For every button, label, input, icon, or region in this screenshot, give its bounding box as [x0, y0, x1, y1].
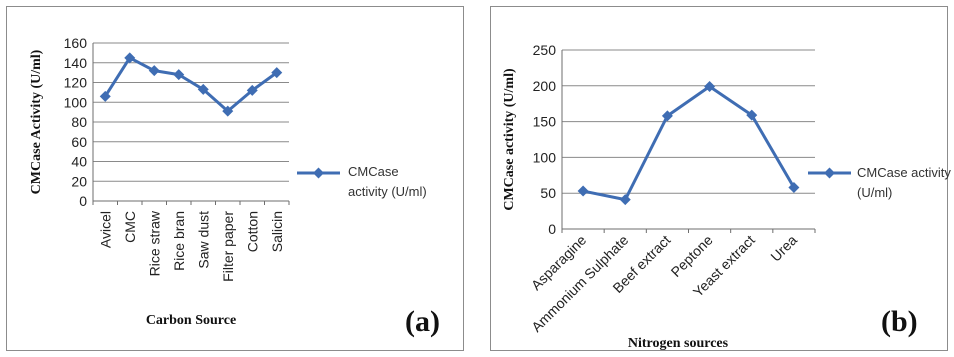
chart-b-y-tick-label: 150	[533, 114, 557, 130]
chart-a-y-tick-label: 0	[79, 193, 87, 209]
chart-a-data-point	[173, 69, 185, 81]
chart-b-data-point	[746, 109, 758, 121]
chart-a-x-tick-label: Rice straw	[146, 210, 162, 276]
chart-a-data-point	[148, 65, 160, 77]
chart-a-y-tick-label: 140	[64, 55, 88, 71]
chart-a-x-ticks: Avicel CMC Rice straw Rice bran Saw dust Filt…	[97, 210, 285, 282]
chart-a-legend-label-line1: CMCase	[348, 164, 399, 179]
chart-a-x-tick-label: Avicel	[97, 211, 113, 248]
chart-a-data-point	[271, 67, 283, 79]
chart-b-gridlines	[562, 49, 815, 194]
chart-b-data-point	[788, 181, 800, 193]
chart-a-y-tick-label: 60	[71, 134, 87, 150]
chart-a-svg: 0 20 40 60 80 100 120 140 160 Avicel CMC Rice stra…	[29, 35, 440, 338]
chart-b-y-tick-label: 200	[533, 78, 557, 94]
chart-panel-a: 0 20 40 60 80 100 120 140 160 Avicel CMC Rice stra…	[6, 6, 464, 351]
chart-b-y-tick-label: 50	[540, 185, 556, 201]
chart-b-y-axis-title: CMCase activity (U/ml)	[502, 68, 517, 211]
chart-a-y-tick-label: 160	[64, 35, 88, 51]
chart-b-legend-label-line1: CMCase activity	[857, 165, 951, 180]
chart-b-y-tick-label: 100	[533, 149, 557, 165]
chart-b-y-tick-label: 0	[548, 221, 556, 237]
chart-b-axes	[561, 50, 816, 233]
chart-a-series-line	[103, 56, 278, 113]
chart-a-y-tick-label: 100	[64, 94, 88, 110]
chart-a-x-tick-label: CMC	[122, 211, 138, 243]
chart-a-y-tick-label: 20	[71, 173, 87, 189]
chart-b-legend-label-line2: (U/ml)	[857, 185, 892, 200]
chart-a-axes	[92, 43, 290, 205]
chart-a-y-ticks: 0 20 40 60 80 100 120 140 160	[64, 35, 88, 209]
chart-a-data-point	[197, 83, 209, 95]
chart-a-legend: CMCase activity (U/ml)	[297, 164, 427, 199]
chart-b-legend-marker	[824, 167, 835, 179]
chart-b-data-point	[577, 185, 589, 197]
chart-a-data-point	[246, 84, 258, 96]
chart-b-x-tick-label: Urea	[767, 232, 800, 265]
chart-a-y-tick-label: 40	[71, 154, 87, 170]
chart-a-gridlines	[93, 42, 289, 182]
chart-a-data-point	[222, 105, 234, 117]
chart-b-data-point	[661, 110, 673, 122]
chart-b-y-ticks: 0 50 100 150 200 250	[533, 42, 557, 237]
chart-b-series-line	[582, 85, 796, 202]
chart-a-x-tick-label: Rice bran	[171, 211, 187, 271]
chart-a-legend-marker	[313, 167, 324, 179]
chart-a-x-tick-label: Salicin	[269, 211, 285, 252]
chart-a-panel-label: (a)	[405, 305, 440, 338]
chart-a-legend-label-line2: activity (U/ml)	[348, 184, 427, 199]
chart-panel-b: 0 50 100 150 200 250 Asparagine Ammonium Sulph…	[490, 6, 951, 351]
chart-a-data-point	[99, 90, 111, 102]
chart-b-legend: CMCase activity (U/ml)	[808, 165, 951, 200]
chart-a-y-axis-title: CMCase Activity (U/ml)	[29, 49, 44, 194]
chart-a-y-tick-label: 120	[64, 75, 88, 91]
chart-a-series	[99, 52, 283, 117]
chart-a-x-tick-label: Filter paper	[220, 211, 236, 282]
chart-a-y-tick-label: 80	[71, 114, 87, 130]
chart-a-x-tick-label: Cotton	[244, 211, 260, 252]
chart-b-y-tick-label: 250	[533, 42, 557, 58]
chart-a-data-point	[124, 52, 136, 64]
chart-b-data-point	[619, 194, 631, 206]
chart-b-x-axis-title: Nitrogen sources	[628, 336, 729, 351]
chart-b-series	[577, 81, 800, 206]
chart-b-data-point	[704, 81, 716, 93]
chart-a-x-tick-label: Saw dust	[195, 211, 211, 269]
chart-a-x-axis-title: Carbon Source	[146, 313, 236, 328]
chart-b-panel-label: (b)	[881, 305, 918, 338]
